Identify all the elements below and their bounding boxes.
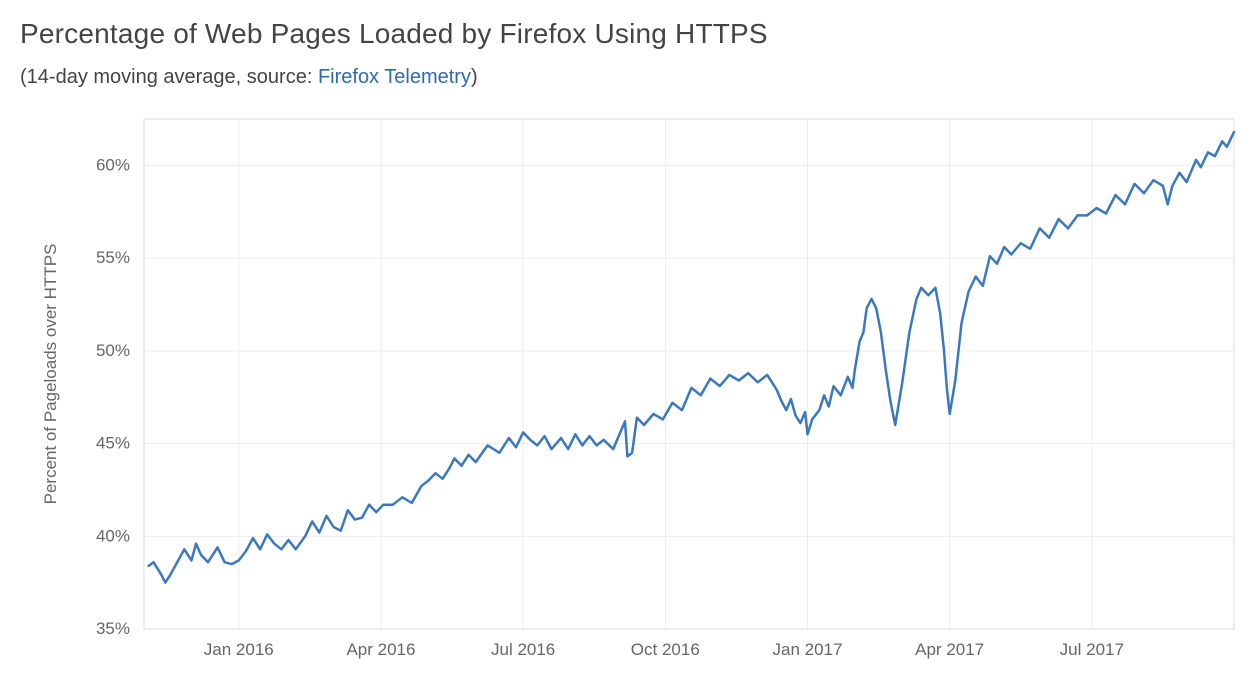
line-chart: 35% 40% 45% 50% 55% 60% Jan 2016 Apr 2016 Jul 20… [14,99,1238,659]
chart-area: 35% 40% 45% 50% 55% 60% Jan 2016 Apr 2016 Jul 20… [14,99,1238,659]
subtitle-prefix: (14-day moving average, source: [20,66,318,88]
y-axis-title: Percent of Pageloads over HTTPS [41,244,60,505]
x-tick-label: Jul 2016 [491,640,555,659]
y-tick-label: 40% [96,526,130,545]
y-tick-label: 60% [96,155,130,174]
telemetry-link[interactable]: Firefox Telemetry [318,66,471,88]
x-tick-label: Oct 2016 [631,640,700,659]
x-tick-label: Jul 2017 [1060,640,1124,659]
y-tick-label: 35% [96,619,130,638]
x-tick-label: Apr 2016 [346,640,415,659]
y-tick-label: 45% [96,434,130,453]
x-tick-label: Jan 2017 [773,640,843,659]
x-tick-label: Jan 2016 [204,640,274,659]
https-series-line [149,132,1234,583]
x-tick-label: Apr 2017 [915,640,984,659]
y-tick-label: 55% [96,248,130,267]
chart-subtitle: (14-day moving average, source: Firefox … [20,66,1238,89]
plot-border [144,119,1234,629]
y-tick-label: 50% [96,341,130,360]
chart-title: Percentage of Web Pages Loaded by Firefo… [20,18,1238,50]
subtitle-suffix: ) [471,66,478,88]
